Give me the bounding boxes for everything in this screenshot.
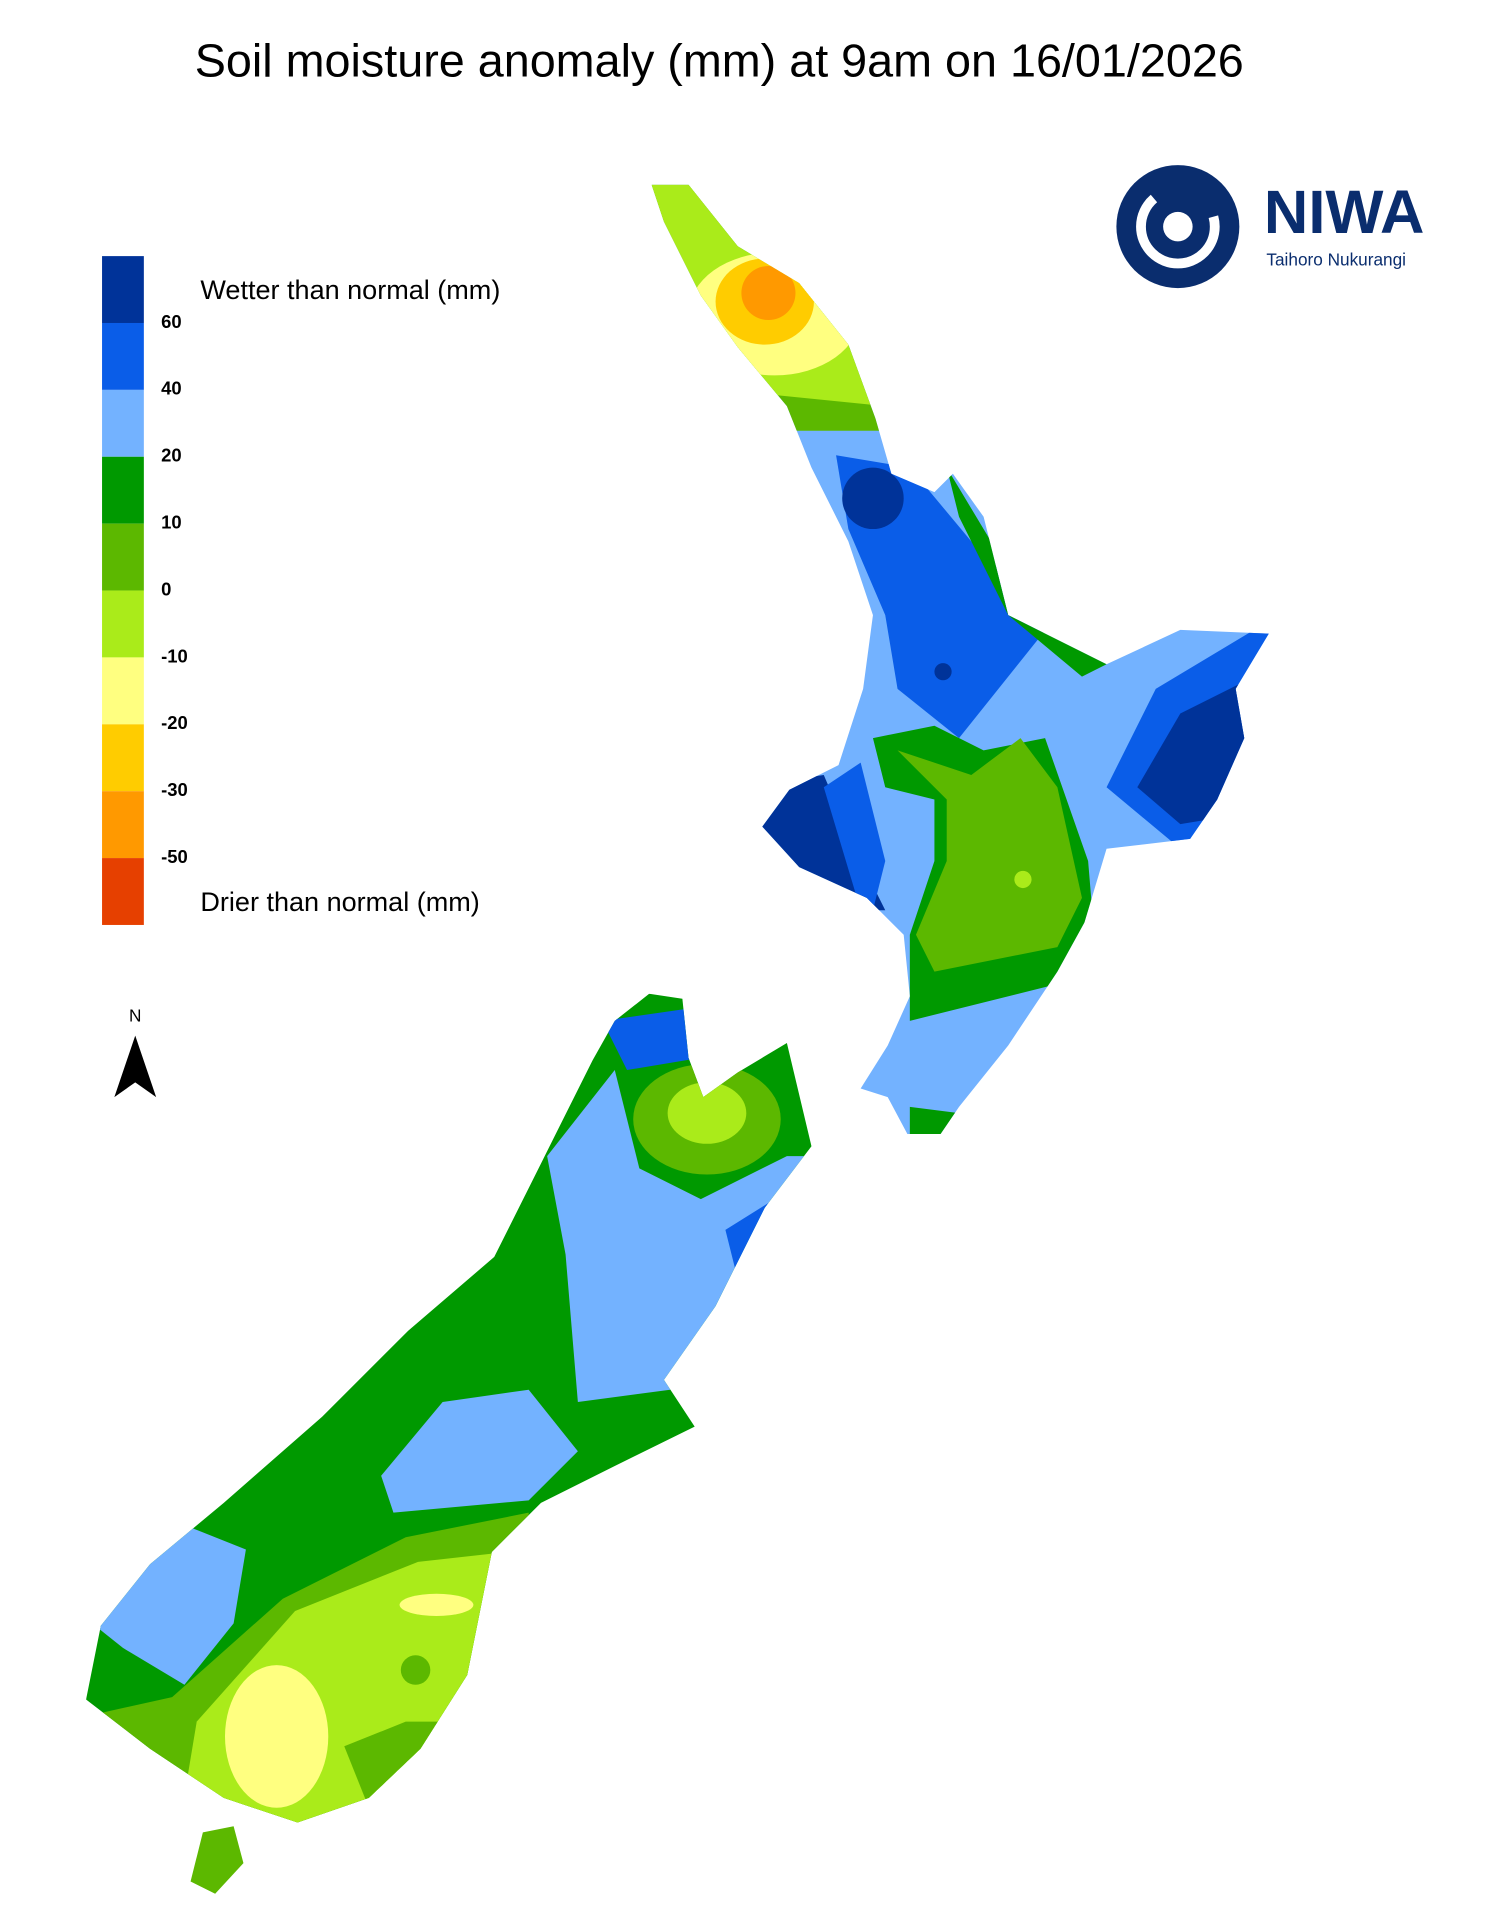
map-title: Soil moisture anomaly (mm) at 9am on 16/… bbox=[195, 35, 1244, 87]
legend-drier-label: Drier than normal (mm) bbox=[200, 887, 479, 917]
legend-tick-label: 60 bbox=[161, 311, 182, 332]
logo-tagline: Taihoro Nukurangi bbox=[1266, 250, 1406, 270]
legend-swatch bbox=[102, 858, 144, 925]
legend-swatch bbox=[102, 322, 144, 390]
legend-swatch bbox=[102, 256, 144, 323]
legend-swatch bbox=[102, 523, 144, 591]
legend-swatch bbox=[102, 791, 144, 859]
legend-swatch bbox=[102, 657, 144, 725]
north-arrow: N bbox=[114, 1006, 157, 1098]
north-arrow-shape bbox=[114, 1035, 157, 1098]
legend-tick-label: 0 bbox=[161, 578, 171, 599]
legend-tick-label: 40 bbox=[161, 378, 182, 399]
legend-tick-label: -20 bbox=[161, 712, 188, 733]
legend-swatch bbox=[102, 724, 144, 792]
legend-tick-label: 20 bbox=[161, 445, 182, 466]
legend: 60 40 20 10 0 -10 -20 -30 -50 Wetter than normal … bbox=[102, 256, 500, 925]
north-island bbox=[651, 184, 1269, 1134]
logo-name: NIWA bbox=[1264, 178, 1425, 247]
legend-swatch bbox=[102, 456, 144, 524]
legend-tick-label: 10 bbox=[161, 512, 182, 533]
legend-wetter-label: Wetter than normal (mm) bbox=[200, 275, 500, 305]
legend-tick-label: -30 bbox=[161, 779, 188, 800]
legend-tick-label: -50 bbox=[161, 846, 188, 867]
legend-swatch bbox=[102, 590, 144, 658]
north-label: N bbox=[129, 1006, 141, 1026]
logo: NIWA Taihoro Nukurangi bbox=[1116, 165, 1425, 289]
south-island bbox=[86, 993, 812, 1823]
stewart-island bbox=[190, 1826, 244, 1894]
legend-swatch bbox=[102, 389, 144, 457]
legend-tick-label: -10 bbox=[161, 645, 188, 666]
